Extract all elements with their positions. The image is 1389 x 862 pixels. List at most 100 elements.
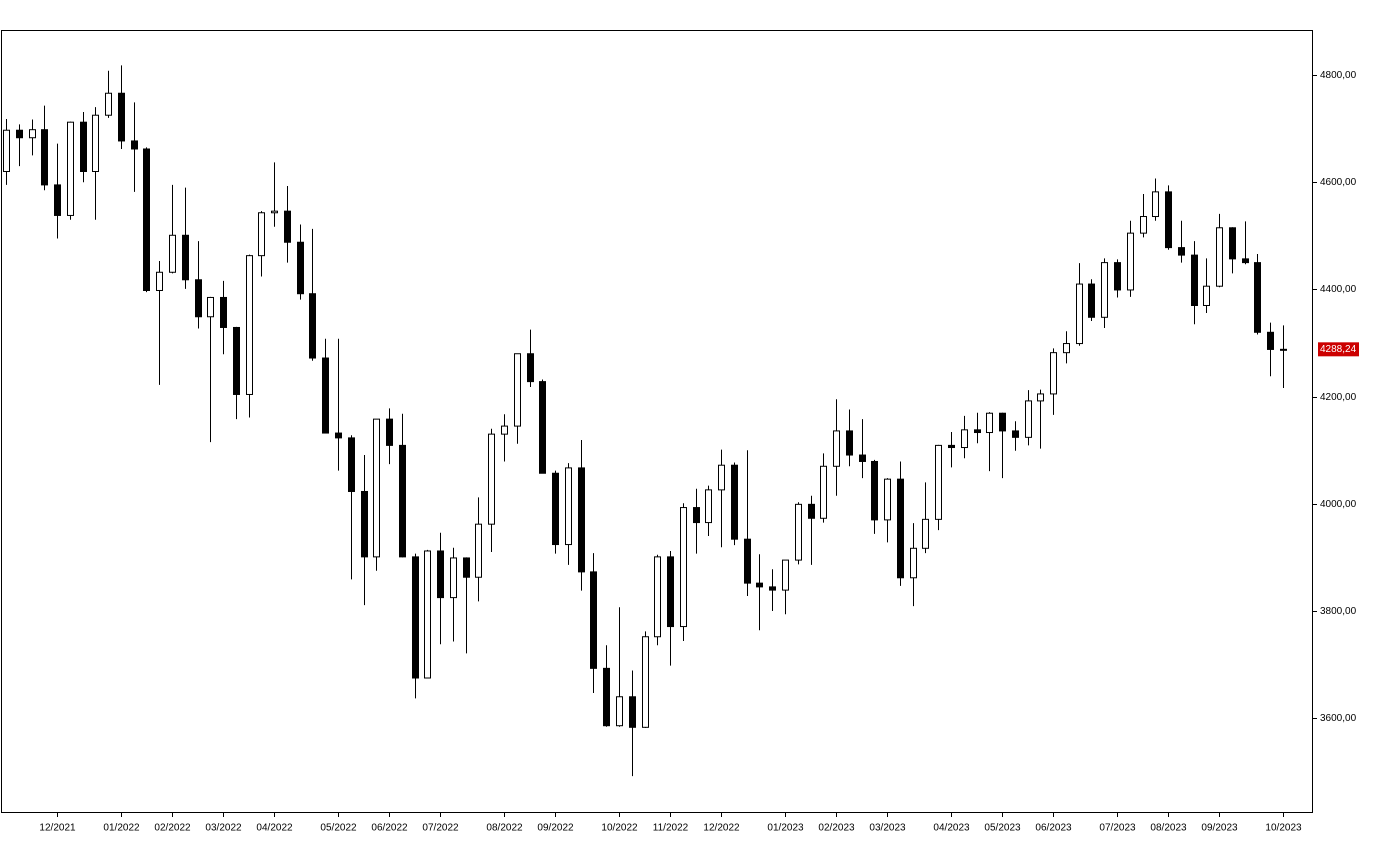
candle-body — [1216, 227, 1223, 287]
candle-body — [54, 184, 61, 216]
candle-body — [348, 437, 355, 492]
candle-body — [1203, 285, 1210, 306]
candle-body — [603, 667, 610, 727]
candle-body — [1280, 348, 1287, 351]
candle-body — [105, 92, 112, 116]
candle-body — [424, 550, 431, 679]
candle-body — [1076, 283, 1083, 345]
x-tick-label: 05/2023 — [984, 823, 1021, 834]
candle-body — [667, 556, 674, 628]
x-tick-label: 10/2023 — [1265, 823, 1302, 834]
x-tick-label: 09/2023 — [1201, 823, 1238, 834]
candle-body — [29, 129, 36, 139]
candle-body — [131, 140, 138, 150]
candle-body — [118, 92, 125, 142]
candle-body — [271, 210, 278, 214]
candle-body — [539, 381, 546, 474]
candle-body — [1254, 262, 1261, 333]
x-tick-label: 11/2022 — [653, 823, 689, 834]
candle-body — [756, 582, 763, 588]
x-tick-label: 02/2022 — [154, 823, 191, 834]
y-tick-label: 3800,00 — [1320, 606, 1357, 617]
candle-body — [386, 418, 393, 446]
candle-body — [207, 296, 214, 318]
candle-body — [475, 523, 482, 578]
candle-body — [514, 353, 521, 427]
candle-body — [871, 460, 878, 521]
x-tick-label: 05/2022 — [320, 823, 357, 834]
candle-body — [1101, 262, 1108, 318]
candle-body — [846, 430, 853, 456]
x-tick-label: 08/2022 — [486, 823, 523, 834]
candle-body — [782, 559, 789, 591]
candle-body — [833, 430, 840, 467]
candle-body — [399, 444, 406, 558]
candle-body — [718, 464, 725, 491]
candle-body — [335, 432, 342, 439]
candle-body — [16, 129, 23, 139]
x-tick-label: 04/2022 — [256, 823, 293, 834]
candle-body — [233, 326, 240, 395]
candle-body — [195, 279, 202, 318]
x-tick-label: 03/2022 — [205, 823, 242, 834]
x-tick-label: 02/2023 — [818, 823, 855, 834]
candle-body — [705, 489, 712, 524]
plot-frame — [1, 30, 1313, 813]
candle-body — [258, 212, 265, 257]
candle-body — [884, 478, 891, 521]
candle-body — [629, 696, 636, 728]
candle-body — [412, 556, 419, 679]
x-tick-label: 04/2023 — [933, 823, 970, 834]
candle-body — [769, 586, 776, 591]
x-tick-label: 12/2021 — [39, 823, 76, 834]
candle-body — [948, 444, 955, 449]
candle-body — [182, 234, 189, 281]
candle-body — [80, 121, 87, 172]
candle-body — [1088, 283, 1095, 318]
candle-body — [437, 550, 444, 599]
candle-body — [820, 465, 827, 519]
candle-body — [488, 433, 495, 525]
candle-body — [922, 518, 929, 549]
candle-body — [1037, 393, 1044, 402]
candle-body — [3, 129, 10, 172]
candle-body — [693, 507, 700, 524]
candle-body — [527, 353, 534, 383]
candle-body — [246, 255, 253, 395]
candle-body — [1152, 191, 1159, 218]
candle-body — [642, 636, 649, 728]
candle-body — [578, 467, 585, 573]
candle-body — [1025, 400, 1032, 438]
candle-body — [143, 148, 150, 291]
candle-body — [1191, 254, 1198, 306]
x-tick-label: 06/2023 — [1035, 823, 1072, 834]
candle-body — [552, 472, 559, 546]
candle-body — [1050, 352, 1057, 395]
candle-body — [1114, 262, 1121, 291]
candle-body — [67, 121, 74, 216]
x-tick-label: 10/2022 — [601, 823, 638, 834]
candle-body — [1063, 343, 1070, 354]
x-tick-label: 07/2023 — [1099, 823, 1136, 834]
candle-body — [92, 114, 99, 172]
x-tick-label: 12/2022 — [703, 823, 740, 834]
candle-body — [680, 507, 687, 628]
candle-body — [41, 129, 48, 186]
last-value-label: 4288,24 — [1320, 344, 1357, 355]
candle-body — [156, 271, 163, 291]
candle-body — [322, 357, 329, 434]
x-tick-label: 03/2023 — [869, 823, 906, 834]
y-tick-label: 4200,00 — [1320, 392, 1357, 403]
candle-body — [220, 296, 227, 328]
candle-body — [616, 696, 623, 727]
candle-body — [590, 571, 597, 669]
y-tick-label: 3600,00 — [1320, 713, 1357, 724]
candle-body — [1242, 258, 1249, 264]
last-value-marker — [1318, 342, 1359, 357]
candle-body — [1140, 216, 1147, 234]
candle-body — [565, 467, 572, 546]
candle-body — [309, 293, 316, 359]
x-tick-label: 09/2022 — [537, 823, 574, 834]
x-tick-label: 01/2022 — [103, 823, 140, 834]
candle-body — [284, 210, 291, 243]
